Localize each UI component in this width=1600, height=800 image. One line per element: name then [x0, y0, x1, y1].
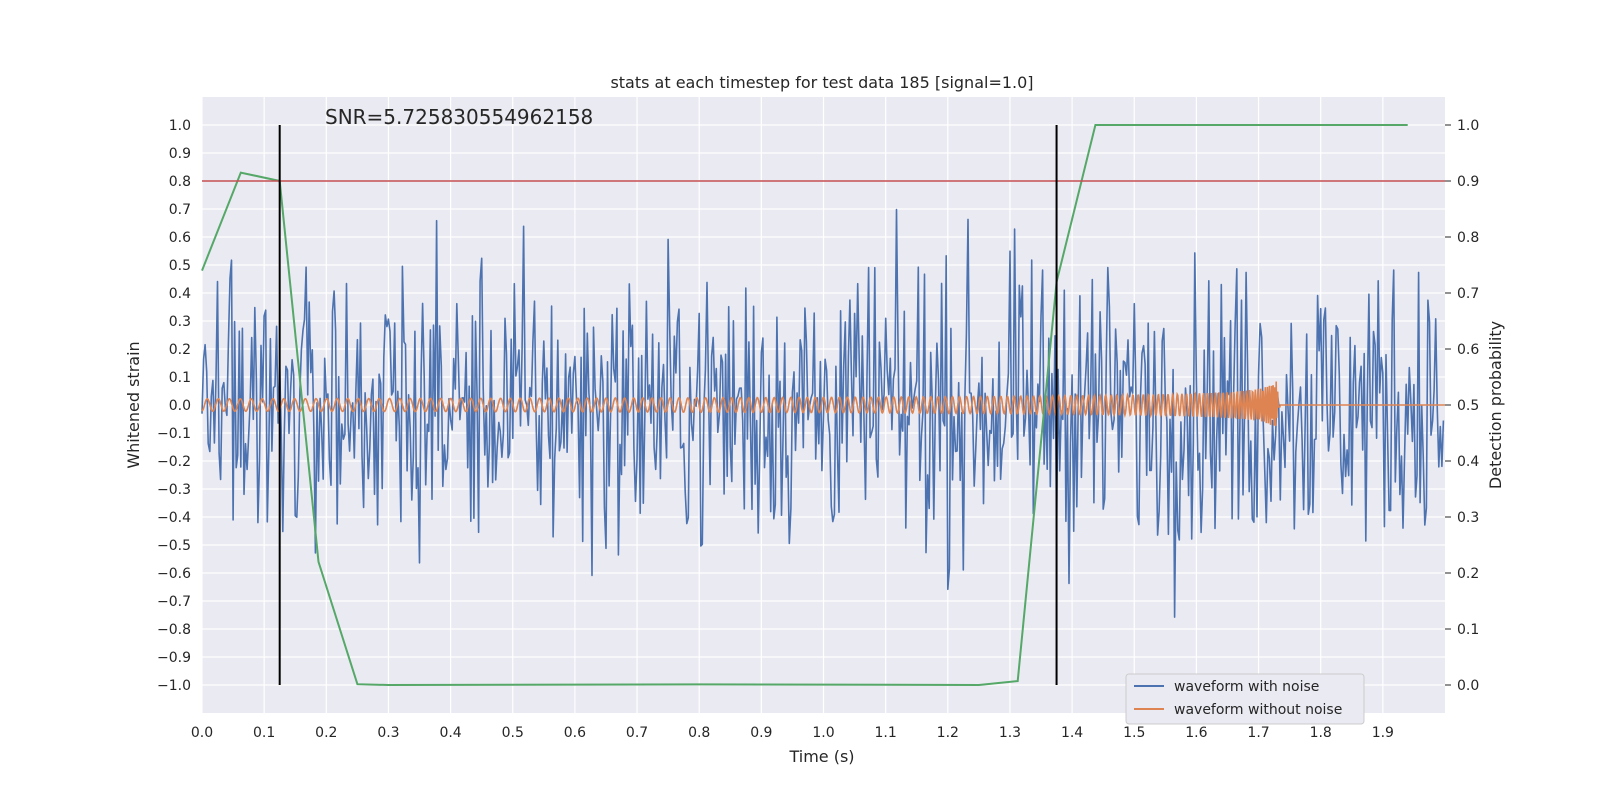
y2-tick-label: 0.0 — [1457, 678, 1479, 694]
snr-annotation: SNR=5.725830554962158 — [325, 105, 593, 129]
y2-tick-label: 0.1 — [1457, 622, 1479, 638]
y2-tick-label: 0.2 — [1457, 566, 1479, 582]
y-tick-label: −0.2 — [157, 454, 191, 470]
chart-title: stats at each timestep for test data 185… — [610, 73, 1033, 92]
y-tick-label: 0.8 — [169, 174, 191, 190]
y-tick-label: 0.0 — [169, 398, 191, 414]
x-tick-labels: 0.0 0.1 0.2 0.3 0.4 0.5 0.6 0.7 0.8 0.9 1.0 1.1 1.2 1… — [191, 725, 1394, 741]
y-tick-label: −0.7 — [157, 594, 191, 610]
y-tick-label: 1.0 — [169, 118, 191, 134]
x-tick-label: 1.9 — [1372, 725, 1394, 741]
y-tick-label: −0.6 — [157, 566, 191, 582]
x-tick-label: 0.3 — [377, 725, 399, 741]
x-tick-label: 1.8 — [1310, 725, 1332, 741]
x-tick-label: 0.5 — [502, 725, 524, 741]
y-tick-label: 0.3 — [169, 314, 191, 330]
legend: waveform with noise waveform without noi… — [1125, 673, 1365, 725]
x-tick-label: 0.4 — [439, 725, 461, 741]
y-tick-label: 0.5 — [169, 258, 191, 274]
series-waveform-without-noise — [201, 381, 1445, 426]
y2-tick-labels: 1.0 0.9 0.8 0.7 0.6 0.5 0.4 0.3 0.2 0.1 0.0 — [1445, 118, 1479, 694]
x-tick-label: 1.6 — [1185, 725, 1207, 741]
y-tick-label: −0.4 — [157, 510, 191, 526]
x-tick-label: 0.8 — [688, 725, 710, 741]
x-tick-label: 1.2 — [937, 725, 959, 741]
y2-tick-label: 1.0 — [1457, 118, 1479, 134]
y-tick-label: −0.8 — [157, 622, 191, 638]
y-axis-label: Whitened strain — [124, 341, 143, 468]
y-tick-labels: 1.0 0.9 0.8 0.7 0.6 0.5 0.4 0.3 0.2 0.1 0.0 −0.1 −0.… — [157, 118, 191, 694]
y-tick-label: 0.4 — [169, 286, 191, 302]
y2-tick-label: 0.8 — [1457, 230, 1479, 246]
y-tick-label: −0.1 — [157, 426, 191, 442]
y-tick-label: 0.9 — [169, 146, 191, 162]
reference-lines — [202, 125, 1445, 685]
x-tick-label: 1.7 — [1247, 725, 1269, 741]
y2-tick-label: 0.6 — [1457, 342, 1479, 358]
legend-label-noise: waveform with noise — [1174, 679, 1319, 695]
x-tick-label: 0.0 — [191, 725, 213, 741]
y2-tick-label: 0.3 — [1457, 510, 1479, 526]
y2-tick-label: 0.5 — [1457, 398, 1479, 414]
y-tick-label: −1.0 — [157, 678, 191, 694]
y2-axis-label: Detection probability — [1486, 321, 1505, 489]
y2-tick-label: 0.4 — [1457, 454, 1479, 470]
y-tick-label: 0.6 — [169, 230, 191, 246]
x-tick-label: 0.6 — [564, 725, 586, 741]
x-tick-label: 1.4 — [1061, 725, 1083, 741]
y-tick-label: 0.7 — [169, 202, 191, 218]
x-tick-label: 0.9 — [750, 725, 772, 741]
x-tick-label: 1.0 — [812, 725, 834, 741]
y-tick-label: 0.2 — [169, 342, 191, 358]
y2-tick-label: 0.7 — [1457, 286, 1479, 302]
legend-box — [1125, 673, 1365, 725]
y-tick-label: −0.5 — [157, 538, 191, 554]
legend-label-clean: waveform without noise — [1174, 702, 1342, 718]
x-tick-label: 0.7 — [626, 725, 648, 741]
x-tick-label: 1.3 — [999, 725, 1021, 741]
x-tick-label: 1.5 — [1123, 725, 1145, 741]
x-tick-label: 0.2 — [315, 725, 337, 741]
y-tick-label: −0.9 — [157, 650, 191, 666]
y-tick-label: 0.1 — [169, 370, 191, 386]
x-tick-label: 1.1 — [875, 725, 897, 741]
x-tick-label: 0.1 — [253, 725, 275, 741]
y-tick-label: −0.3 — [157, 482, 191, 498]
y2-tick-label: 0.9 — [1457, 174, 1479, 190]
x-axis-label: Time (s) — [788, 747, 854, 766]
